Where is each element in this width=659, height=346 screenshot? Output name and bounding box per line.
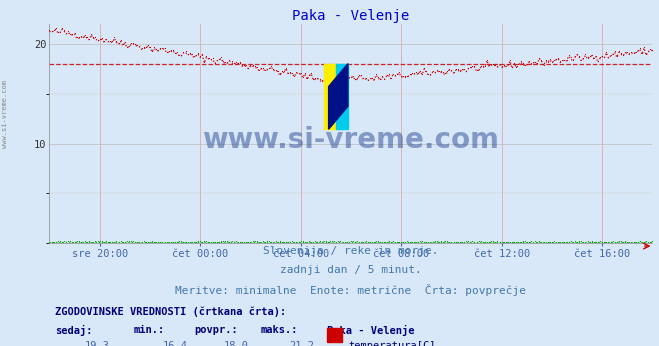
Text: Slovenija / reke in morje.: Slovenija / reke in morje. <box>263 246 439 256</box>
Title: Paka - Velenje: Paka - Velenje <box>293 9 409 23</box>
Text: www.si-vreme.com: www.si-vreme.com <box>202 126 500 154</box>
Text: www.si-vreme.com: www.si-vreme.com <box>2 80 9 148</box>
Text: Paka - Velenje: Paka - Velenje <box>327 325 415 336</box>
FancyBboxPatch shape <box>336 64 348 129</box>
Text: Meritve: minimalne  Enote: metrične  Črta: povprečje: Meritve: minimalne Enote: metrične Črta:… <box>175 284 527 296</box>
Text: maks.:: maks.: <box>260 325 298 335</box>
Text: 19,3: 19,3 <box>85 340 109 346</box>
Text: sedaj:: sedaj: <box>55 325 93 336</box>
Text: min.:: min.: <box>134 325 165 335</box>
Text: 21,2: 21,2 <box>290 340 315 346</box>
Text: povpr.:: povpr.: <box>194 325 238 335</box>
Text: zadnji dan / 5 minut.: zadnji dan / 5 minut. <box>280 265 422 275</box>
Polygon shape <box>329 64 348 129</box>
Bar <box>327 328 342 342</box>
Text: 16,4: 16,4 <box>163 340 188 346</box>
Text: temperatura[C]: temperatura[C] <box>348 340 436 346</box>
Text: ZGODOVINSKE VREDNOSTI (črtkana črta):: ZGODOVINSKE VREDNOSTI (črtkana črta): <box>55 307 287 317</box>
FancyBboxPatch shape <box>324 64 336 129</box>
Text: 18,0: 18,0 <box>223 340 248 346</box>
